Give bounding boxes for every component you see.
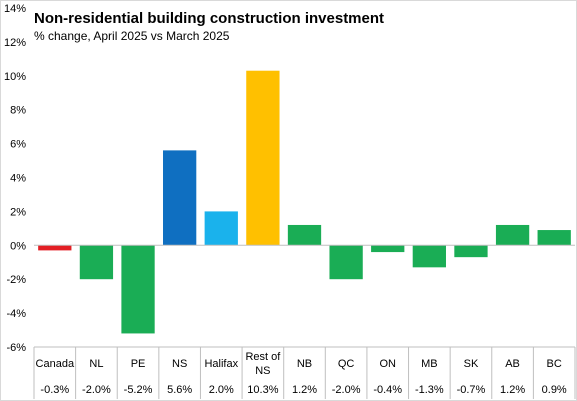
- value-label: 2.0%: [209, 384, 234, 396]
- chart-title: Non-residential building construction in…: [34, 10, 385, 27]
- value-label: -2.0%: [332, 384, 361, 396]
- y-tick-label: 8%: [10, 105, 26, 117]
- value-label: -0.7%: [457, 384, 486, 396]
- y-tick-label: -4%: [6, 308, 26, 320]
- y-tick-label: -6%: [6, 342, 26, 354]
- bar: [38, 245, 72, 251]
- category-label: NS: [172, 358, 187, 370]
- y-tick-label: 4%: [10, 173, 26, 185]
- y-tick-label: 10%: [4, 71, 26, 83]
- bar: [121, 245, 155, 334]
- bar: [495, 224, 530, 246]
- category-label: SK: [464, 358, 479, 370]
- y-tick-label: 6%: [10, 139, 26, 151]
- value-label: -0.3%: [40, 384, 69, 396]
- bar: [454, 245, 488, 258]
- category-label: BC: [547, 358, 562, 370]
- value-label: -0.4%: [373, 384, 402, 396]
- bar: [371, 245, 405, 253]
- value-label: 5.6%: [167, 384, 192, 396]
- category-label: NB: [297, 358, 312, 370]
- category-label: NS: [255, 365, 270, 377]
- category-label: QC: [338, 358, 355, 370]
- category-label: Rest of: [245, 351, 281, 363]
- bar: [329, 245, 363, 280]
- category-label: Halifax: [204, 358, 238, 370]
- y-tick-label: -2%: [6, 274, 26, 286]
- category-label: NL: [89, 358, 103, 370]
- y-tick-label: 2%: [10, 206, 26, 218]
- bar: [287, 224, 322, 246]
- y-tick-label: 0%: [10, 240, 26, 252]
- value-label: -1.3%: [415, 384, 444, 396]
- y-tick-label: 14%: [4, 3, 26, 15]
- value-label: -2.0%: [82, 384, 111, 396]
- value-label: 0.9%: [542, 384, 567, 396]
- bar: [204, 211, 238, 246]
- category-label: PE: [131, 358, 146, 370]
- value-label: 10.3%: [247, 384, 278, 396]
- bar: [246, 70, 280, 246]
- bar: [537, 230, 571, 246]
- bar: [412, 245, 446, 268]
- bar: [163, 150, 197, 246]
- bar: [79, 245, 114, 280]
- category-label: ON: [379, 358, 396, 370]
- y-tick-label: 12%: [4, 37, 26, 49]
- category-label: AB: [505, 358, 520, 370]
- chart-subtitle: % change, April 2025 vs March 2025: [34, 29, 230, 43]
- value-label: 1.2%: [500, 384, 525, 396]
- category-label: MB: [421, 358, 438, 370]
- category-label: Canada: [36, 358, 75, 370]
- value-label: 1.2%: [292, 384, 317, 396]
- value-label: -5.2%: [124, 384, 153, 396]
